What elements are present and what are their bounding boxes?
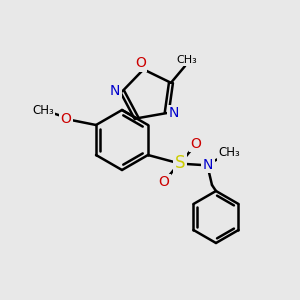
Text: O: O [135, 56, 146, 70]
Text: N: N [110, 84, 120, 98]
Text: CH₃: CH₃ [177, 55, 197, 65]
Text: S: S [175, 154, 185, 172]
Text: O: O [158, 175, 169, 189]
Text: O: O [61, 112, 71, 126]
Text: N: N [203, 158, 213, 172]
Text: O: O [190, 137, 201, 151]
Text: CH₃: CH₃ [218, 146, 240, 160]
Text: CH₃: CH₃ [32, 103, 54, 116]
Text: N: N [169, 106, 179, 120]
